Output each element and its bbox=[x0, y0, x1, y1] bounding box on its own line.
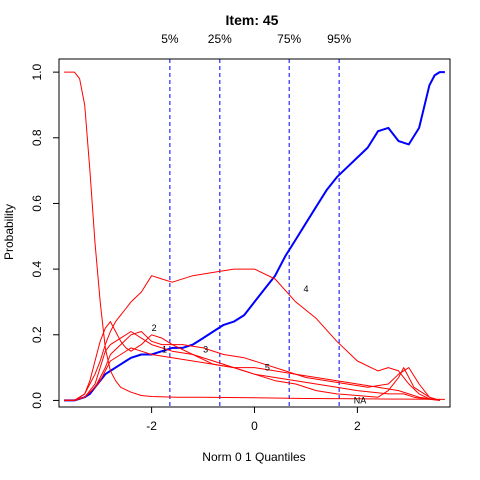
y-tick-label: 0.2 bbox=[30, 326, 44, 343]
y-axis: 0.0 0.2 0.4 0.6 0.8 1.0 bbox=[30, 63, 59, 409]
x-axis: -2 0 2 bbox=[146, 407, 361, 433]
key-option-curve bbox=[64, 71, 445, 402]
quantile-label: 5% bbox=[161, 32, 179, 46]
x-tick-label: -2 bbox=[146, 419, 157, 433]
option-curve bbox=[64, 331, 440, 401]
x-tick-label: 2 bbox=[354, 419, 361, 433]
quantile-label: 25% bbox=[208, 32, 232, 46]
curve-label: 3 bbox=[203, 345, 208, 355]
option-curve bbox=[64, 321, 440, 401]
y-tick-label: 1.0 bbox=[30, 63, 44, 80]
option-curve bbox=[64, 347, 440, 401]
y-tick-label: 0.8 bbox=[30, 129, 44, 146]
curve-label: 5 bbox=[265, 363, 270, 373]
quantile-label: 95% bbox=[327, 32, 351, 46]
curve-label: 2 bbox=[152, 323, 157, 333]
option-curve bbox=[64, 71, 445, 400]
quantile-label: 75% bbox=[277, 32, 301, 46]
x-tick-label: 0 bbox=[251, 419, 258, 433]
option-curve bbox=[64, 268, 440, 401]
curve-label: 4 bbox=[303, 284, 308, 294]
y-tick-label: 0.6 bbox=[30, 195, 44, 212]
curve-label: 1 bbox=[162, 345, 167, 355]
chart-title: Item: 45 bbox=[226, 12, 279, 28]
curve-labels: 1 2 3 4 5 NA bbox=[152, 284, 367, 406]
y-tick-label: 0.4 bbox=[30, 260, 44, 277]
y-axis-title: Probability bbox=[2, 204, 16, 260]
curve-label: NA bbox=[354, 395, 367, 405]
series-lines bbox=[64, 71, 445, 402]
y-tick-label: 0.0 bbox=[30, 392, 44, 409]
option-curve bbox=[64, 331, 440, 401]
quantile-lines: 5% 25% 75% 95% bbox=[161, 32, 351, 407]
x-axis-title: Norm 0 1 Quantiles bbox=[202, 450, 305, 464]
